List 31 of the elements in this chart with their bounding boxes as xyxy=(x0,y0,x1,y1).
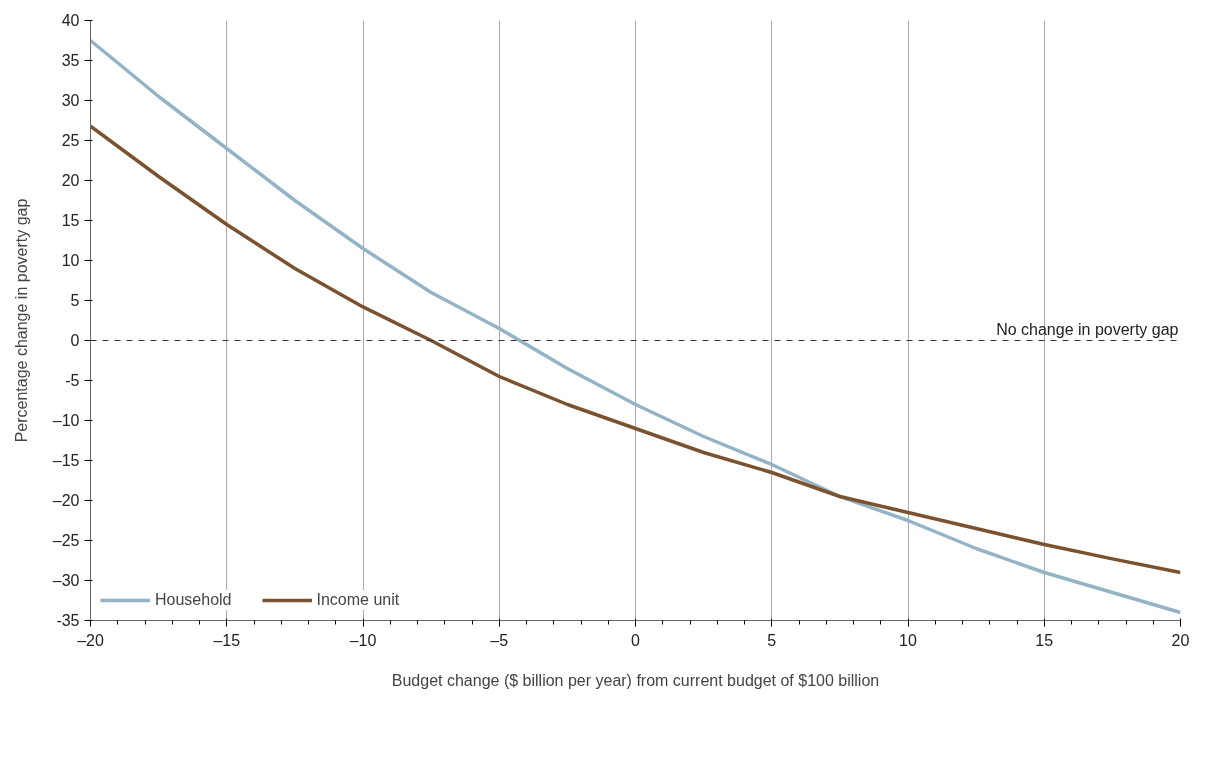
y-tick-label: -5 xyxy=(65,372,80,389)
x-tick-label: –5 xyxy=(490,631,509,649)
y-tick-label: 25 xyxy=(61,132,80,149)
y-tick-label: –25 xyxy=(52,532,80,549)
x-tick-label: –10 xyxy=(349,631,377,649)
y-tick-label: 40 xyxy=(61,12,80,29)
x-tick-label: 5 xyxy=(767,631,777,649)
y-tick-label: 30 xyxy=(61,92,80,109)
y-tick-label: 10 xyxy=(61,252,80,269)
x-tick-label: 0 xyxy=(631,631,641,649)
y-tick-label: –20 xyxy=(52,492,80,509)
x-tick-label: 10 xyxy=(899,631,917,649)
line-series xyxy=(90,38,1181,615)
y-tick-label: -35 xyxy=(56,612,80,629)
legend-label: Household xyxy=(155,591,232,609)
x-axis-title: Budget change ($ billion per year) from current budget of $100 billion xyxy=(391,671,880,689)
y-tick-label: 20 xyxy=(61,172,80,189)
y-tick-label: –30 xyxy=(52,572,80,589)
x-tick-label: 20 xyxy=(1171,631,1190,649)
x-tick-label: –15 xyxy=(213,631,241,649)
y-axis-title: Percentage change in poverty gap xyxy=(12,198,30,443)
y-tick-label: 15 xyxy=(61,212,80,229)
y-tick-label: 5 xyxy=(70,292,80,309)
ref-line-label: No change in poverty gap xyxy=(996,320,1179,338)
y-tick-label: –15 xyxy=(52,452,80,469)
y-tick-label: 35 xyxy=(61,52,80,69)
y-tick-label: –10 xyxy=(52,412,80,429)
legend-label: Income unit xyxy=(316,591,400,609)
y-tick-label: 0 xyxy=(70,332,80,349)
x-tick-label: 15 xyxy=(1035,631,1054,649)
line-series xyxy=(90,124,1181,575)
